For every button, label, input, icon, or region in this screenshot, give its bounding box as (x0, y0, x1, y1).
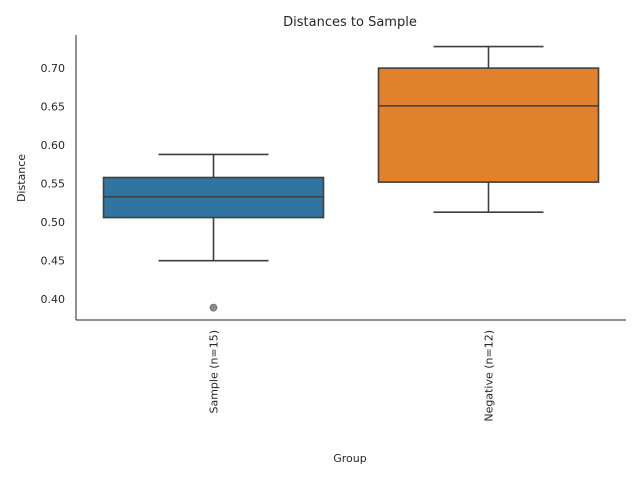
y-tick-label: 0.55 (41, 178, 66, 191)
x-tick-label: Sample (n=15) (208, 330, 221, 414)
x-tick-label: Negative (n=12) (483, 330, 496, 422)
boxes-group (102, 45, 600, 312)
axes: 0.40 0.45 0.50 0.55 0.60 0.65 0.70 Sample (n=15… (41, 35, 626, 422)
iqr-box (377, 67, 600, 183)
box-1 (102, 153, 325, 312)
y-axis-label: Distance (15, 154, 28, 202)
y-tick-label: 0.40 (41, 293, 66, 306)
chart-title: Distances to Sample (283, 15, 417, 30)
y-tick-label: 0.50 (41, 216, 66, 229)
y-tick-label: 0.45 (41, 255, 66, 268)
box-2 (377, 45, 600, 213)
x-axis-label: Group (333, 452, 367, 465)
y-tick-label: 0.65 (41, 101, 66, 114)
outlier-point (209, 303, 218, 312)
y-tick-label: 0.60 (41, 139, 66, 152)
y-tick-label: 0.70 (41, 62, 66, 75)
